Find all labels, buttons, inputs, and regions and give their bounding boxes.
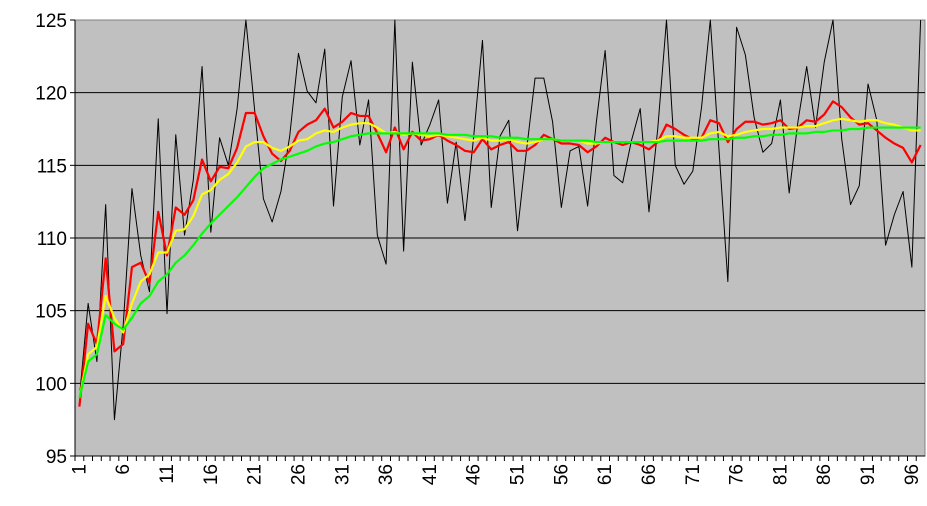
y-tick-label: 115	[37, 156, 67, 177]
x-tick-label: 81	[770, 464, 791, 485]
y-tick-label: 110	[37, 229, 67, 250]
series-line-2	[78, 117, 921, 399]
series-line-3	[78, 126, 921, 399]
y-tick-label: 120	[35, 84, 67, 105]
y-tick-label: 95	[46, 447, 67, 468]
x-tick-label: 91	[858, 464, 879, 485]
x-tick-label: 21	[245, 464, 266, 485]
x-tick-label: 16	[201, 464, 222, 485]
x-tick-label: 86	[814, 464, 835, 485]
x-tick-label: 66	[639, 464, 660, 485]
x-axis: 1 6 11 16 21 26 31 36 41 46 51 56 61 66 71 76 81 86 91 96	[69, 455, 925, 485]
x-tick-label: 11	[157, 464, 178, 484]
x-tick-label: 46	[464, 464, 485, 485]
gridlines	[75, 92, 925, 384]
x-tick-label: 41	[420, 464, 441, 485]
x-tick-label: 76	[727, 464, 748, 485]
x-tick-label: 26	[288, 464, 309, 485]
y-tick-label: 105	[35, 302, 67, 323]
x-tick-label: 1	[69, 464, 90, 475]
y-axis: 95 100 105 110 115 120 125	[35, 11, 76, 468]
x-tick-label: 61	[595, 464, 616, 485]
x-tick-label: 71	[683, 464, 704, 485]
x-tick-label: 51	[508, 464, 529, 485]
x-tick-label: 6	[113, 464, 134, 475]
x-tick-label: 56	[551, 464, 572, 485]
series-line-0	[78, 19, 922, 421]
x-tick-label: 96	[902, 464, 923, 485]
y-tick-label: 125	[35, 11, 67, 32]
series-line-1	[78, 100, 922, 407]
x-tick-label: 31	[332, 464, 353, 485]
x-tick-label: 36	[376, 464, 397, 485]
series-lines	[78, 19, 922, 421]
y-tick-label: 100	[35, 374, 67, 395]
